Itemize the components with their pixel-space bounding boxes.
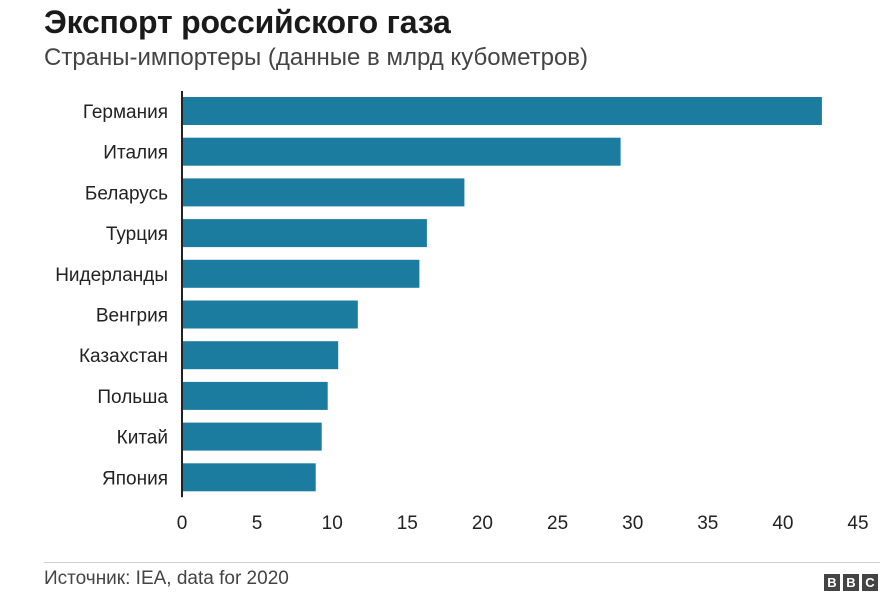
chart-title: Экспорт российского газа — [44, 4, 451, 40]
bar — [182, 97, 822, 125]
bbc-logo-letter: B — [843, 574, 859, 591]
y-tick-label: Казахстан — [79, 346, 168, 367]
bbc-logo-letter: B — [824, 574, 840, 591]
x-tick-label: 30 — [622, 513, 643, 534]
bar-chart: Германия Италия Беларусь Турция Нидерланды Ве… — [55, 91, 869, 534]
x-tick-label: 45 — [847, 513, 868, 534]
bbc-logo-letter: C — [862, 574, 878, 591]
y-tick-label: Италия — [103, 143, 168, 164]
y-tick-label: Беларусь — [85, 183, 168, 204]
x-tick-label: 5 — [252, 513, 263, 534]
bbc-logo: B B C — [824, 574, 878, 591]
x-tick-label: 40 — [772, 513, 793, 534]
bar — [182, 463, 316, 492]
y-tick-label: Германия — [83, 102, 168, 123]
y-tick-label: Венгрия — [96, 306, 168, 327]
y-tick-label: Польша — [97, 387, 168, 408]
x-tick-label: 25 — [547, 513, 568, 534]
bar — [182, 422, 322, 451]
x-tick-label: 10 — [322, 513, 343, 534]
y-tick-label: Япония — [102, 468, 168, 489]
source-note: Источник: IEA, data for 2020 — [44, 568, 289, 589]
bar — [182, 178, 465, 207]
bar — [182, 341, 339, 370]
bar — [182, 219, 427, 248]
bar — [182, 300, 358, 329]
x-tick-label: 20 — [472, 513, 493, 534]
y-tick-label: Турция — [106, 224, 168, 245]
y-tick-label: Нидерланды — [55, 265, 168, 286]
x-tick-label: 15 — [397, 513, 418, 534]
chart-subtitle: Страны-импортеры (данные в млрд кубометр… — [44, 44, 589, 71]
y-tick-label: Китай — [117, 428, 168, 449]
bar — [182, 259, 420, 288]
x-tick-label: 0 — [177, 513, 188, 534]
bar — [182, 381, 328, 410]
footer-divider — [44, 562, 880, 563]
x-tick-label: 35 — [697, 513, 718, 534]
bar — [182, 137, 621, 166]
